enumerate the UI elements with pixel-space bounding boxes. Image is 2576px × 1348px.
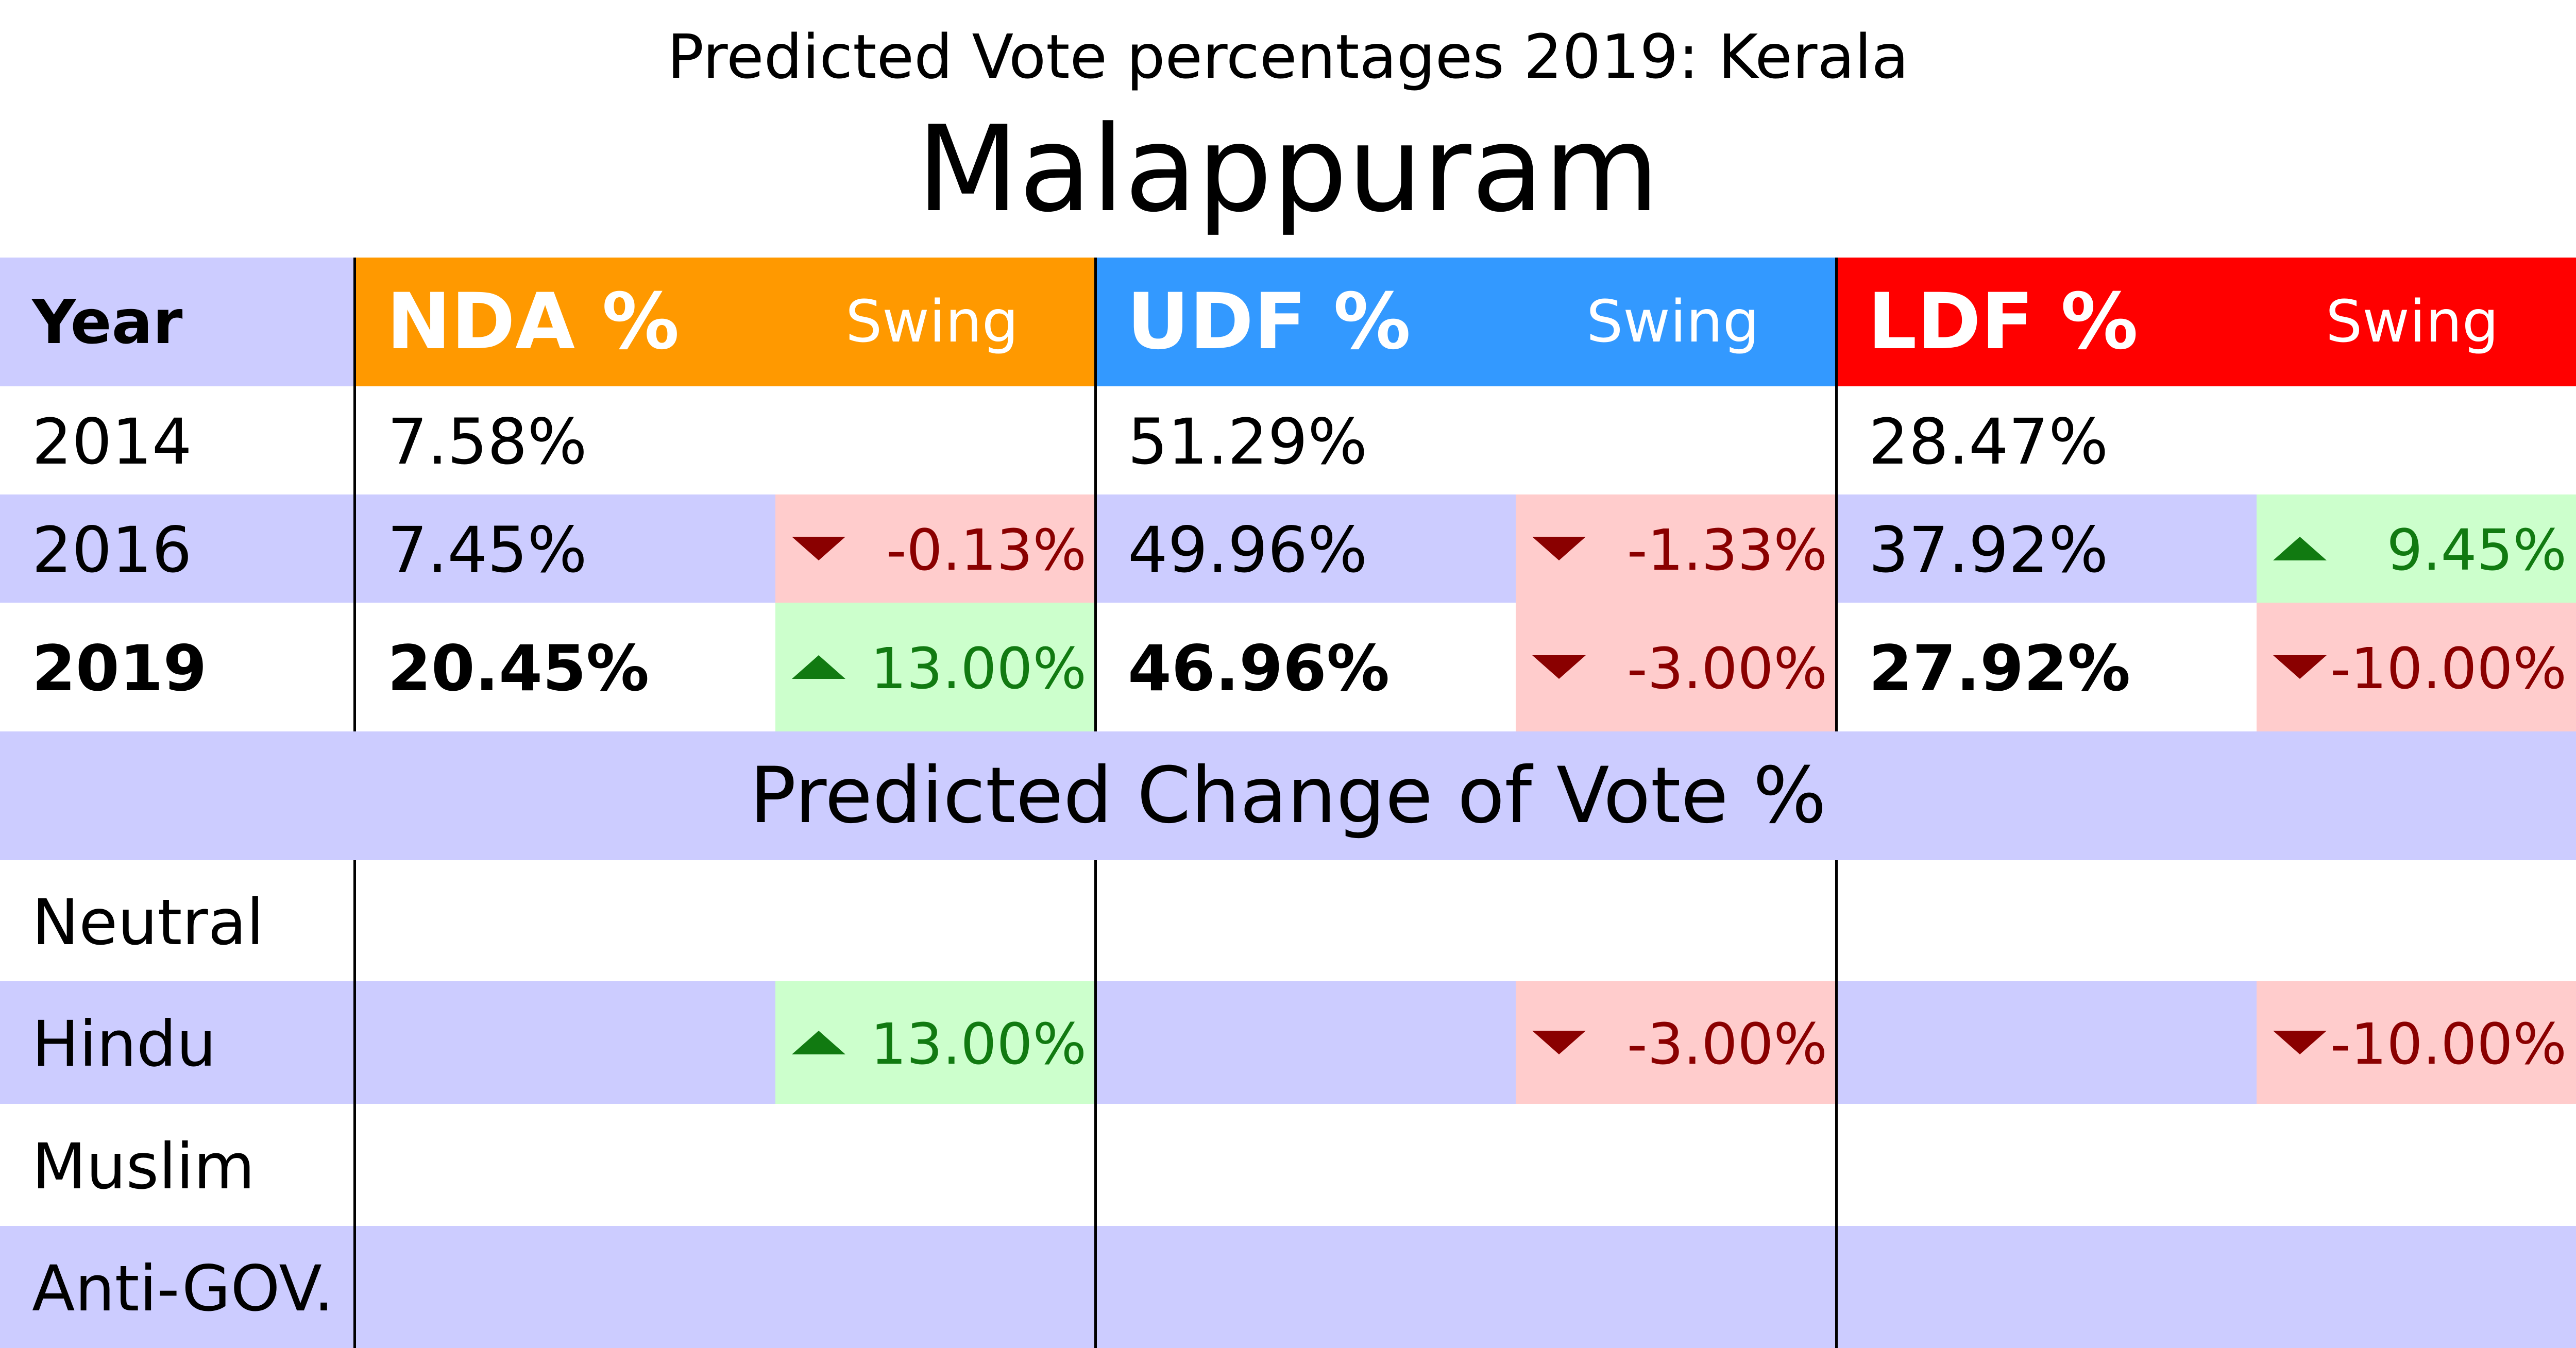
vote-percent-value: 7.45% [387, 514, 587, 587]
change-row-label: Muslim [32, 1130, 255, 1203]
triangle-up-icon [2273, 537, 2327, 560]
triangle-down-icon [1532, 537, 1586, 560]
triangle-down-icon [1532, 655, 1586, 679]
swing-value: -10.00% [2330, 1011, 2567, 1077]
vote-percent-value: 37.92% [1869, 514, 2109, 587]
swing-header-label: Swing [1586, 288, 1759, 355]
swing-cell: -3.00% [1516, 981, 1837, 1104]
swing-cell: -1.33% [1516, 494, 1837, 603]
chart-title: Malappuram [917, 101, 1659, 238]
vote-percent-value: 51.29% [1128, 405, 1368, 479]
row-band [0, 981, 2576, 1104]
swing-value: 13.00% [870, 1011, 1087, 1077]
triangle-down-icon [2273, 655, 2327, 679]
swing-cell: -10.00% [2257, 981, 2576, 1104]
party-header-1: NDA % Swing [355, 258, 1096, 386]
year-label: 2014 [32, 405, 192, 479]
column-divider [1835, 258, 1838, 731]
party-name-label: LDF % [1868, 277, 2139, 367]
party-header-2: UDF % Swing [1096, 258, 1837, 386]
swing-value: -1.33% [1626, 517, 1827, 583]
change-row-label: Anti-GOV. [32, 1252, 334, 1325]
column-divider [1094, 860, 1097, 1348]
change-header: Predicted Change of Vote % [0, 731, 2576, 860]
year-header-cell: Year [0, 258, 355, 386]
triangle-up-icon [792, 655, 845, 679]
swing-header-label: Swing [2326, 288, 2499, 355]
change-row-label: Neutral [32, 885, 264, 959]
swing-cell: 13.00% [775, 603, 1096, 731]
triangle-down-icon [1532, 1031, 1586, 1054]
vote-percent-value: 49.96% [1128, 514, 1368, 587]
triangle-down-icon [2273, 1031, 2327, 1054]
vote-percent-value: 27.92% [1869, 632, 2131, 705]
swing-cell: -3.00% [1516, 603, 1837, 731]
party-header-3: LDF % Swing [1837, 258, 2576, 386]
swing-value: -3.00% [1626, 636, 1827, 702]
column-divider [353, 860, 356, 1348]
vote-percent-value: 20.45% [387, 632, 650, 705]
row-band [0, 1226, 2576, 1348]
column-divider [1835, 860, 1838, 1348]
swing-cell: -10.00% [2257, 603, 2576, 731]
column-divider [1094, 258, 1097, 731]
column-divider [353, 258, 356, 731]
triangle-up-icon [792, 1031, 845, 1054]
vote-percent-value: 46.96% [1128, 632, 1390, 705]
party-name-label: UDF % [1127, 277, 1411, 367]
swing-value: -10.00% [2330, 636, 2567, 702]
year-header-label: Year [32, 286, 183, 357]
swing-value: -3.00% [1626, 1011, 1827, 1077]
swing-cell: 13.00% [775, 981, 1096, 1104]
change-row-label: Hindu [32, 1008, 216, 1081]
swing-cell: 9.45% [2257, 494, 2576, 603]
swing-header-label: Swing [845, 288, 1019, 355]
party-name-label: NDA % [386, 277, 680, 367]
swing-value: -0.13% [886, 517, 1087, 583]
vote-percent-value: 28.47% [1869, 405, 2109, 479]
year-label: 2016 [32, 514, 192, 587]
triangle-down-icon [792, 537, 845, 560]
swing-value: 9.45% [2386, 517, 2567, 583]
row-band [0, 494, 2576, 603]
swing-value: 13.00% [870, 636, 1087, 702]
chart-subtitle: Predicted Vote percentages 2019: Kerala [667, 21, 1909, 92]
year-label: 2019 [32, 632, 207, 705]
swing-cell: -0.13% [775, 494, 1096, 603]
vote-percent-value: 7.58% [387, 405, 587, 479]
